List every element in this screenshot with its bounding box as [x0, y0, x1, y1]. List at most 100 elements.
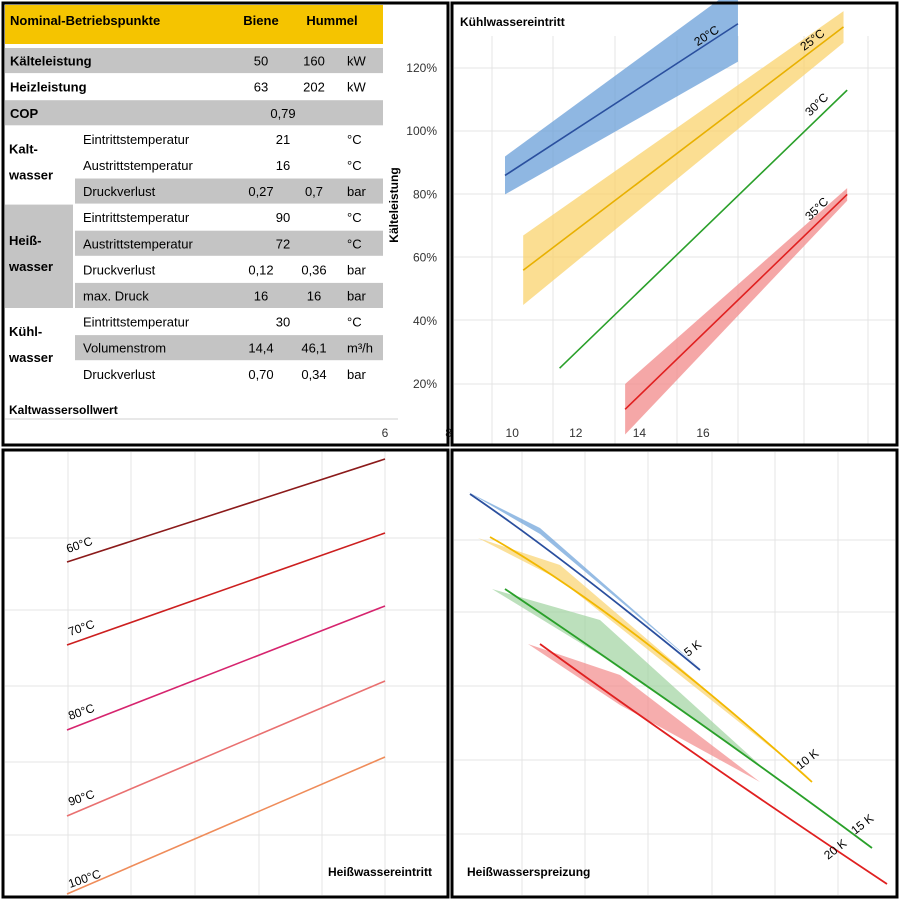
table-header-col2: Hummel [306, 13, 357, 28]
table-row-bg [75, 230, 383, 256]
table-row-value: 0,79 [270, 106, 295, 121]
table-row-value-2: 16 [307, 288, 321, 303]
y-tick-label: 120% [406, 61, 437, 75]
series-band-1 [523, 11, 844, 306]
bottom-right-title: Heißwasserspreizung [467, 865, 590, 879]
table-group-label: Kühl- [9, 324, 42, 339]
table-row-value: 21 [276, 132, 290, 147]
top-right-y-axis-label: Kälteleistung [387, 167, 401, 242]
table-row-value-2: 0,7 [305, 184, 323, 199]
table-row-unit: °C [347, 236, 362, 251]
table-row-value-2: 160 [303, 54, 325, 69]
series-line-1 [522, 26, 845, 271]
series-label-br-3: 20 K [821, 836, 849, 862]
bottom-right-bands [468, 492, 812, 782]
x-tick-label: 10 [506, 426, 520, 440]
top-right-y-ticks: 120% 100% 80% 60% 40% 20% [406, 61, 437, 391]
table-row-bg [5, 48, 383, 74]
x-tick-label: 6 [382, 426, 389, 440]
table-group-label: Heiß- [9, 233, 42, 248]
series-line-0 [504, 23, 739, 177]
x-axis-title: Kaltwassersollwert [9, 403, 118, 417]
table-row-value-2: 0,36 [301, 262, 326, 277]
series-line-bl-2 [66, 605, 386, 731]
table-header-bg [5, 5, 383, 44]
y-tick-label: 100% [406, 124, 437, 138]
series-label-br-0: 5 K [681, 637, 704, 659]
table-row-value-1: 0,27 [248, 184, 273, 199]
table-header-col1: Biene [243, 13, 278, 28]
series-line-bl-3 [66, 680, 386, 817]
table-row-bg [75, 335, 383, 361]
table-group-label: wasser [8, 167, 53, 182]
table-row-value: 90 [276, 210, 290, 225]
x-tick-label: 12 [569, 426, 583, 440]
frame-bottom-left [1, 448, 450, 899]
table-row-unit: kW [347, 54, 367, 69]
top-right-title: Kühlwassereintritt [460, 15, 565, 29]
table-row-label: max. Druck [83, 288, 149, 303]
y-tick-label: 80% [413, 187, 437, 201]
operating-points-table: Nominal-Betriebspunkte Biene Hummel Kältele… [5, 5, 383, 382]
table-row-value: 72 [276, 236, 290, 251]
table-group-bg [5, 204, 73, 308]
table-row-value-1: 0,12 [248, 262, 273, 277]
table-row-value-1: 0,70 [248, 367, 273, 382]
series-line-bl-1 [66, 532, 386, 646]
series-band-0 [505, 0, 738, 195]
table-row-label: Druckverlust [83, 262, 156, 277]
table-row-label: Volumenstrom [83, 341, 166, 356]
series-band-br-1 [478, 538, 812, 780]
table-row-bg [75, 178, 383, 204]
series-line-bl-4 [66, 756, 386, 895]
bottom-left-title: Heißwassereintritt [328, 865, 432, 879]
table-row-unit: bar [347, 262, 366, 277]
y-tick-label: 60% [413, 251, 437, 265]
table-row-unit: bar [347, 367, 366, 382]
series-line-2 [559, 89, 848, 369]
table-row-label: Austrittstemperatur [83, 236, 193, 251]
x-tick-label: 14 [633, 426, 647, 440]
y-tick-label: 20% [413, 377, 437, 391]
series-line-bl-0 [66, 458, 386, 563]
series-label-bl-0: 60°C [64, 534, 94, 556]
series-line-br-1 [489, 536, 813, 783]
table-row-value-2: 202 [303, 80, 325, 95]
series-label-2: 30°C [802, 90, 831, 119]
table-row-value: 16 [276, 158, 290, 173]
table-row-label: Kälteleistung [10, 54, 92, 69]
table-row-unit: bar [347, 288, 366, 303]
table-row-label: Heizleistung [10, 80, 87, 95]
table-row-value-2: 0,34 [301, 367, 326, 382]
table-row-label: Druckverlust [83, 184, 156, 199]
table-row-value-1: 16 [254, 288, 268, 303]
table-row-unit: m³/h [347, 341, 373, 356]
bottom-right-lines: 5 K10 K15 K20 K [469, 493, 888, 885]
table-row-value: 30 [276, 315, 290, 330]
table-group-label: Kalt- [9, 141, 38, 156]
series-band-3 [625, 188, 848, 435]
table-row-label: COP [10, 106, 39, 121]
series-line-3 [624, 193, 848, 410]
table-row-label: Eintrittstemperatur [83, 132, 190, 147]
table-row-bg [75, 282, 383, 308]
table-row-unit: °C [347, 132, 362, 147]
table-row-unit: bar [347, 184, 366, 199]
table-header-title: Nominal-Betriebspunkte [10, 13, 160, 28]
table-row-value-1: 63 [254, 80, 268, 95]
series-line-br-2 [504, 588, 873, 849]
series-line-br-3 [539, 643, 888, 885]
table-row-label: Eintrittstemperatur [83, 315, 190, 330]
series-band-br-3 [528, 644, 760, 782]
x-tick-label: 16 [696, 426, 710, 440]
table-row-value-1: 14,4 [248, 341, 273, 356]
top-right-bands [505, 0, 848, 435]
table-row-bg [5, 100, 383, 126]
table-row-label: Austrittstemperatur [83, 158, 193, 173]
frame-bottom-right [450, 448, 899, 899]
table-row-value-1: 50 [254, 54, 268, 69]
